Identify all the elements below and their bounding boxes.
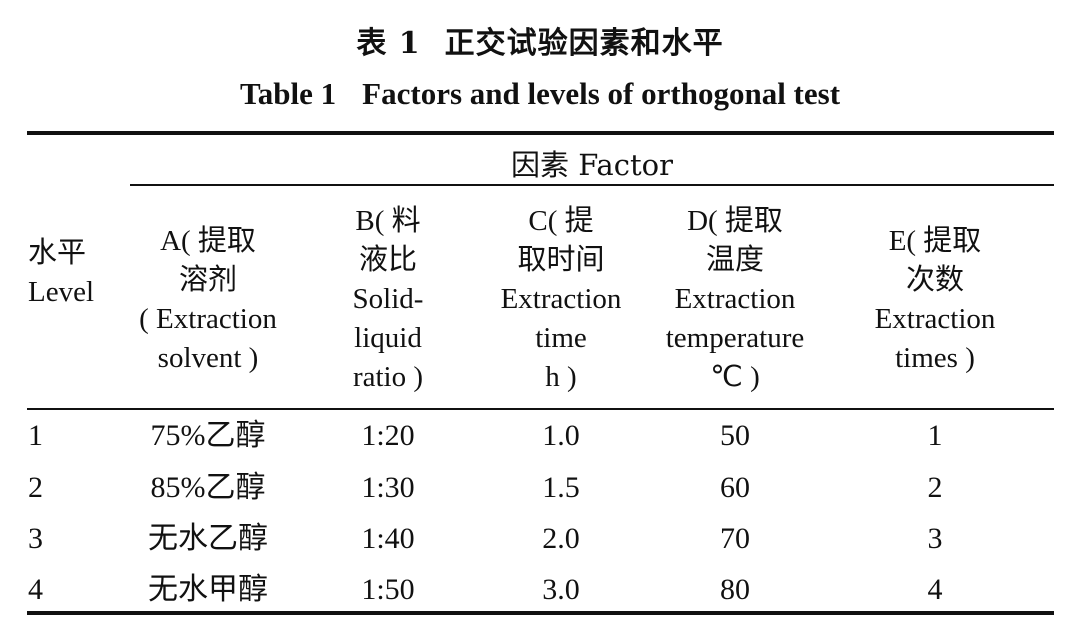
column-header-line: liquid	[354, 322, 422, 354]
table-cell-e: 1	[927, 419, 943, 452]
column-header-line: solvent )	[157, 342, 259, 374]
factor-header: 因素 Factor	[511, 148, 673, 182]
table-cell-e: 4	[927, 573, 943, 606]
column-header-line: h )	[545, 361, 577, 393]
column-header-line: 次数	[905, 264, 964, 296]
table-cell-a: 85%乙醇	[150, 471, 266, 504]
table-cell-b: 1:20	[361, 419, 415, 452]
table-caption-cn: 正交试验因素和水平	[444, 26, 724, 61]
column-header-line: ℃ )	[710, 361, 760, 393]
level-header-cn: 水平	[28, 237, 87, 269]
table-cell-d: 70	[720, 522, 750, 555]
column-header-line: C( 提	[528, 205, 594, 237]
column-header-line: 取时间	[517, 244, 605, 276]
column-header-a: A( 提取 溶剂 ( Extraction solvent )	[128, 222, 288, 378]
column-header-line: ratio )	[352, 361, 424, 393]
column-header-line: times )	[895, 342, 975, 374]
column-header-line: Extraction	[500, 283, 622, 315]
table-cell-a: 75%乙醇	[150, 419, 266, 452]
bottom-rule	[27, 611, 1054, 615]
table-cell-c: 3.0	[542, 573, 580, 606]
table-cell-b: 1:50	[361, 573, 415, 606]
table-title-en: Table 1 Factors and levels of orthogonal …	[0, 76, 1080, 112]
table-cell-level: 3	[28, 522, 43, 555]
column-header-line: A( 提取	[160, 225, 256, 257]
column-header-line: ( Extraction	[139, 303, 277, 335]
factor-rule	[130, 184, 1054, 186]
table-cell-d: 50	[720, 419, 750, 452]
level-header: 水平 Level	[28, 234, 108, 312]
column-header-line: Solid-	[352, 283, 424, 315]
table-cell-b: 1:30	[361, 471, 415, 504]
table-title-cn: 表 1 正交试验因素和水平	[0, 18, 1080, 62]
table-caption-en: Factors and levels of orthogonal test	[362, 76, 841, 111]
column-header-line: 温度	[705, 244, 764, 276]
table-cell-d: 60	[720, 471, 750, 504]
table-cell-c: 1.0	[542, 419, 580, 452]
column-header-line: E( 提取	[888, 225, 982, 257]
table-cell-level: 1	[28, 419, 43, 452]
column-header-line: Extraction	[674, 283, 796, 315]
table-number-cn: 表 1	[356, 26, 421, 61]
top-rule	[27, 131, 1054, 135]
column-header-b: B( 料 液比 Solid- liquid ratio )	[328, 202, 448, 397]
table-cell-a: 无水乙醇	[148, 522, 268, 555]
table-cell-a: 无水甲醇	[148, 573, 268, 606]
table-number-en: Table 1	[239, 76, 337, 111]
table-cell-level: 4	[28, 573, 43, 606]
column-header-line: 液比	[358, 244, 417, 276]
table-cell-c: 1.5	[542, 471, 580, 504]
column-header-e: E( 提取 次数 Extraction times )	[855, 222, 1015, 378]
column-header-line: Extraction	[874, 303, 996, 335]
table-cell-e: 2	[927, 471, 943, 504]
level-header-en: Level	[28, 276, 95, 308]
column-header-d: D( 提取 温度 Extraction temperature ℃ )	[650, 202, 820, 397]
column-header-line: D( 提取	[687, 205, 783, 237]
table-cell-level: 2	[28, 471, 43, 504]
column-header-line: time	[535, 322, 587, 354]
column-header-line: 溶剂	[178, 264, 237, 296]
column-header-line: B( 料	[355, 205, 421, 237]
table-cell-c: 2.0	[542, 522, 580, 555]
table-cell-b: 1:40	[361, 522, 415, 555]
table-cell-e: 3	[927, 522, 943, 555]
table-cell-d: 80	[720, 573, 750, 606]
header-rule	[27, 408, 1054, 410]
column-header-line: temperature	[665, 322, 805, 354]
column-header-c: C( 提 取时间 Extraction time h )	[480, 202, 642, 397]
